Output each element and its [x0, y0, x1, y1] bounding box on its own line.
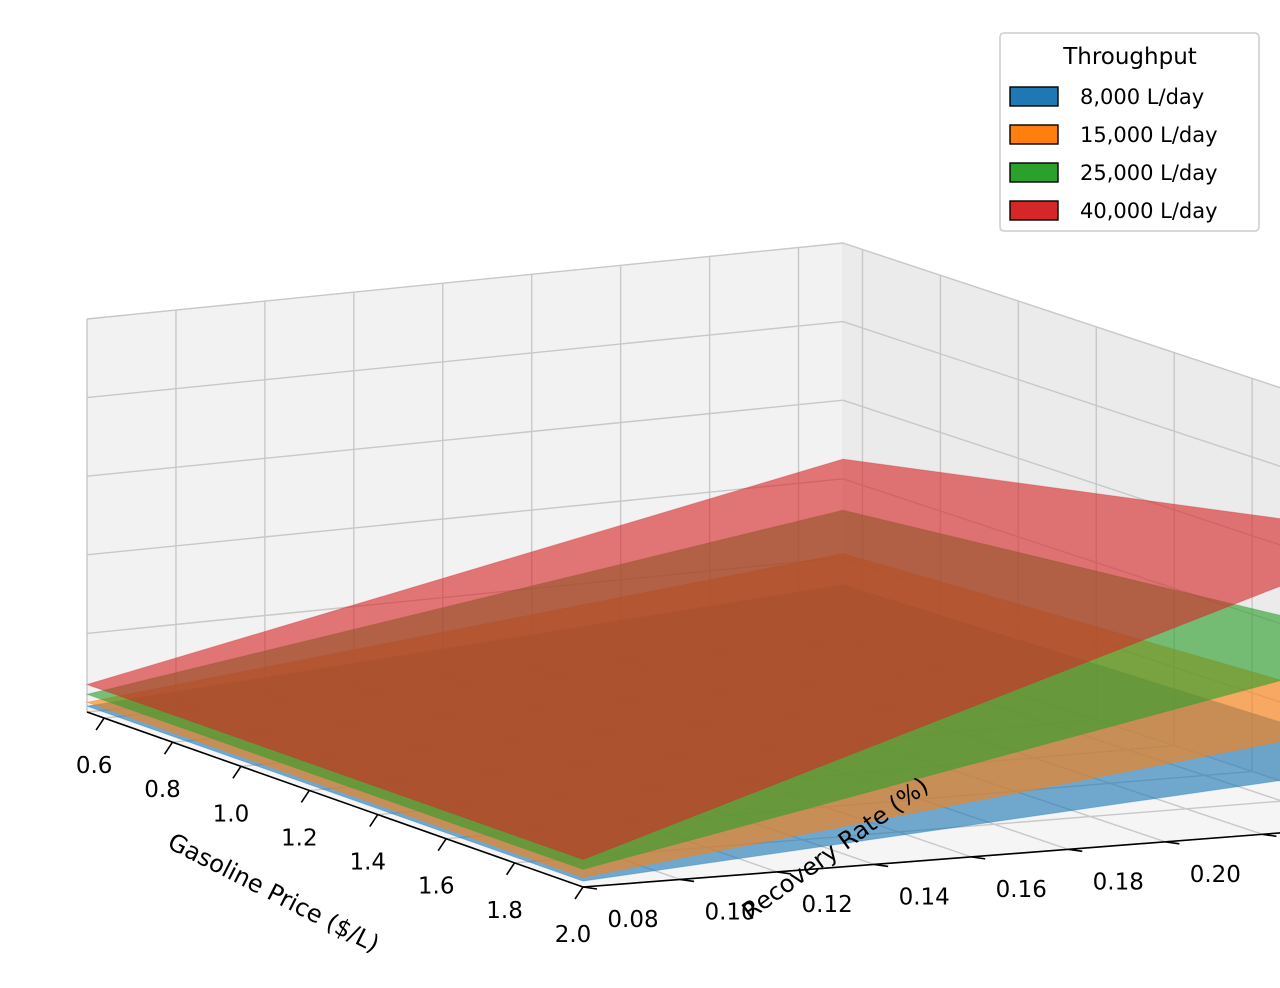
x-tick [232, 765, 242, 779]
y-tick [777, 871, 792, 875]
y-tick [679, 878, 695, 883]
y-tick-label: 0.08 [607, 907, 658, 933]
x-tick-label: 1.0 [213, 801, 250, 827]
legend-swatch [1009, 124, 1059, 145]
legend-entry-label: 40,000 L/day [1080, 199, 1218, 223]
y-tick-label: 0.20 [1190, 862, 1241, 888]
legend: Throughput 8,000 L/day 15,000 L/day 25,000… [999, 32, 1260, 232]
legend-title: Throughput [1062, 44, 1197, 70]
x-tick-label: 1.6 [418, 874, 455, 900]
ticks: 0.6 0.8 1.0 1.2 1.4 1.6 1.8 2.0 0.08 0.10 0.12 0.14… [76, 717, 1277, 948]
x-tick-label: 1.2 [281, 825, 318, 851]
y-tick [1068, 848, 1083, 853]
legend-entry-label: 15,000 L/day [1080, 123, 1218, 147]
y-tick [874, 863, 889, 868]
x-tick [437, 838, 447, 852]
x-axis-label: Gasoline Price ($/L) [163, 827, 383, 958]
left-grid-z [86, 478, 844, 556]
surface-4 [85, 458, 1280, 861]
left-grid-z [86, 242, 844, 320]
legend-frame [999, 32, 1260, 232]
y-tick-label: 0.18 [1093, 869, 1144, 895]
y-tick-label: 0.12 [802, 892, 853, 918]
y-tick-label: 0.14 [899, 884, 950, 910]
left-grid-z [86, 399, 844, 477]
x-tick-label: 1.8 [486, 898, 523, 924]
legend-swatch [1009, 200, 1059, 221]
y-axis-line [582, 832, 1280, 888]
x-tick [574, 886, 584, 900]
x-tick-label: 0.8 [144, 777, 181, 803]
x-tick [300, 790, 311, 803]
x-tick [95, 717, 105, 731]
x-tick-label: 0.6 [76, 753, 113, 779]
legend-entry-label: 8,000 L/day [1080, 85, 1204, 109]
back-grid-z [842, 242, 1280, 389]
axis-lines [86, 711, 1280, 888]
back-grid-z [842, 320, 1280, 467]
y-tick [1165, 841, 1180, 845]
legend-swatch [1009, 162, 1059, 183]
y-tick [971, 856, 986, 860]
x-tick [163, 741, 174, 755]
x-tick-label: 2.0 [555, 922, 592, 948]
back-grid-z [842, 399, 1280, 546]
left-grid-z [86, 320, 844, 399]
y-tick [1262, 833, 1277, 838]
x-tick-label: 1.4 [349, 850, 386, 876]
y-tick-label: 0.16 [996, 877, 1047, 903]
x-tick [369, 814, 379, 828]
x-axis-line [86, 711, 584, 888]
y-tick-label: 0.10 [704, 899, 755, 925]
y-tick [582, 886, 598, 890]
legend-swatch [1009, 86, 1059, 107]
x-tick [505, 862, 516, 876]
legend-entry-label: 25,000 L/day [1080, 161, 1218, 185]
surfaces [85, 458, 1280, 882]
